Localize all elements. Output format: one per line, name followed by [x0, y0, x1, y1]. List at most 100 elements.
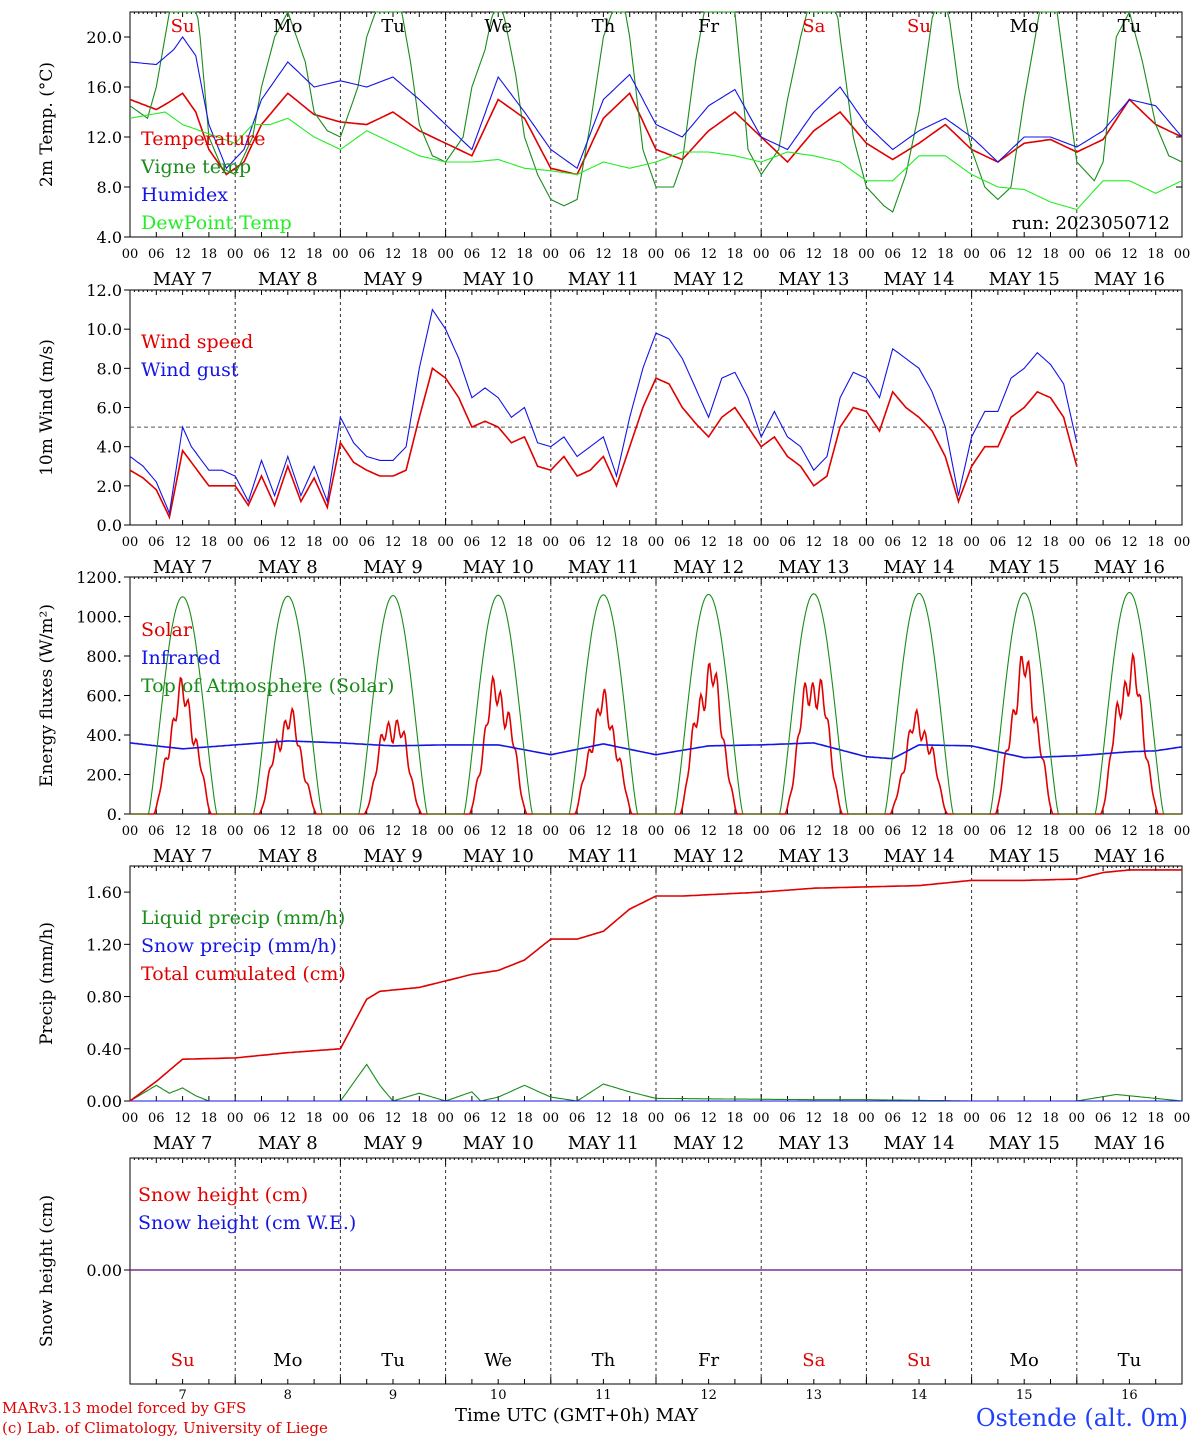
panel-radiation: 0. 200. 400. 600. 800. 1000. 1200. Energy fluxe…	[37, 568, 1190, 867]
date-label: MAY 10	[463, 557, 534, 578]
legend-entry: Total cumulated (cm)	[141, 963, 346, 985]
hour-tick-label: 18	[201, 535, 218, 550]
legend-entry: Snow height (cm)	[138, 1184, 308, 1206]
hour-tick-label: 18	[937, 1111, 954, 1126]
hour-tick-label: 00	[332, 535, 349, 550]
hour-tick-label: 06	[253, 535, 270, 550]
hour-tick-label: 00	[122, 247, 139, 262]
date-label: MAY 16	[1094, 557, 1165, 578]
y-tick-label: 2.0	[97, 477, 122, 496]
hour-tick-label: 12	[1016, 535, 1033, 550]
date-label: MAY 13	[778, 1133, 849, 1154]
legend-entry: Wind gust	[141, 359, 239, 381]
date-label: MAY 7	[153, 269, 213, 290]
weekday-label: Tu	[381, 1350, 405, 1371]
hour-tick-label: 12	[1121, 824, 1138, 839]
hour-tick-label: 18	[832, 247, 849, 262]
weekday-label: Mo	[273, 1350, 302, 1371]
hour-tick-label: 18	[516, 535, 533, 550]
hour-tick-label: 00	[648, 247, 665, 262]
hour-tick-label: 12	[280, 247, 297, 262]
hour-tick-label: 18	[411, 247, 428, 262]
hour-tick-label: 18	[727, 824, 744, 839]
hour-tick-label: 12	[1121, 1111, 1138, 1126]
y-tick-label: 10.0	[86, 320, 122, 339]
hour-tick-label: 00	[1069, 247, 1086, 262]
hour-tick-label: 06	[358, 1111, 375, 1126]
hour-tick-label: 06	[253, 1111, 270, 1126]
y-axis-label: 10m Wind (m/s)	[37, 339, 57, 476]
weekday-label: Fr	[698, 1350, 719, 1371]
credit-line-2: (c) Lab. of Climatology, University of L…	[2, 1419, 328, 1437]
hour-tick-label: 06	[674, 1111, 691, 1126]
hour-tick-label: 18	[832, 1111, 849, 1126]
hour-tick-label: 12	[700, 1111, 717, 1126]
hour-tick-label: 18	[516, 1111, 533, 1126]
date-label: MAY 13	[778, 557, 849, 578]
hour-tick-label: 00	[858, 1111, 875, 1126]
date-label: MAY 14	[883, 1133, 954, 1154]
hour-tick-label: 12	[280, 824, 297, 839]
hour-tick-label: 06	[884, 1111, 901, 1126]
legend-entry: Snow height (cm W.E.)	[138, 1212, 356, 1234]
hour-tick-label: 06	[990, 1111, 1007, 1126]
hour-tick-label: 12	[490, 535, 507, 550]
hour-tick-label: 00	[227, 1111, 244, 1126]
date-label: MAY 9	[363, 846, 423, 867]
y-tick-label: 4.0	[97, 228, 122, 247]
hour-tick-label: 12	[595, 247, 612, 262]
series-line-dewpoint-temp	[129, 111, 1183, 211]
hour-tick-label: 12	[490, 247, 507, 262]
hour-tick-label: 12	[1016, 1111, 1033, 1126]
hour-tick-label: 18	[306, 535, 323, 550]
hour-tick-label: 12	[911, 824, 928, 839]
weekday-label: Su	[171, 16, 195, 37]
hour-tick-label: 12	[174, 824, 191, 839]
hour-tick-label: 06	[779, 1111, 796, 1126]
hour-tick-label: 12	[806, 535, 823, 550]
y-tick-label: 800.	[86, 647, 122, 666]
y-axis-label: Energy fluxes (W/m²)	[37, 604, 57, 787]
date-label: MAY 10	[463, 846, 534, 867]
hour-tick-label: 00	[543, 535, 560, 550]
date-label: MAY 16	[1094, 269, 1165, 290]
hour-tick-label: 06	[569, 535, 586, 550]
hour-tick-label: 18	[411, 824, 428, 839]
hour-tick-label: 06	[884, 247, 901, 262]
hour-tick-label: 00	[437, 247, 454, 262]
hour-tick-label: 18	[1042, 1111, 1059, 1126]
date-label: MAY 9	[363, 269, 423, 290]
legend-entry: Snow precip (mm/h)	[141, 935, 337, 957]
hour-tick-label: 06	[358, 535, 375, 550]
legend-entry: Wind speed	[141, 331, 253, 353]
hour-tick-label: 12	[1016, 824, 1033, 839]
hour-tick-label: 00	[753, 824, 770, 839]
legend-entry: Solar	[141, 619, 193, 641]
hour-tick-label: 06	[884, 535, 901, 550]
hour-tick-label: 18	[621, 535, 638, 550]
hour-tick-label: 00	[437, 1111, 454, 1126]
hour-tick-label: 12	[174, 1111, 191, 1126]
weekday-label: Su	[171, 1350, 195, 1371]
hour-tick-label: 12	[911, 1111, 928, 1126]
weekday-label: Mo	[1010, 1350, 1039, 1371]
hour-tick-label: 06	[990, 824, 1007, 839]
weekday-label: We	[484, 16, 512, 37]
weekday-label: Th	[592, 1350, 616, 1371]
hour-tick-label: 18	[621, 1111, 638, 1126]
hour-tick-label: 06	[148, 824, 165, 839]
date-label: MAY 15	[989, 1133, 1060, 1154]
hour-tick-label: 00	[963, 535, 980, 550]
hour-tick-label: 00	[437, 535, 454, 550]
date-label: MAY 8	[258, 1133, 318, 1154]
hour-tick-label: 00	[122, 535, 139, 550]
day-number-label: 13	[806, 1388, 823, 1403]
hour-tick-label: 00	[753, 1111, 770, 1126]
hour-tick-label: 12	[385, 247, 402, 262]
series-line-temperature	[129, 91, 1183, 176]
hour-tick-label: 00	[332, 824, 349, 839]
hour-tick-label: 00	[122, 1111, 139, 1126]
hour-tick-label: 18	[516, 247, 533, 262]
hour-tick-label: 12	[490, 1111, 507, 1126]
series-line-total-cumulated-cm-	[129, 869, 1182, 1102]
